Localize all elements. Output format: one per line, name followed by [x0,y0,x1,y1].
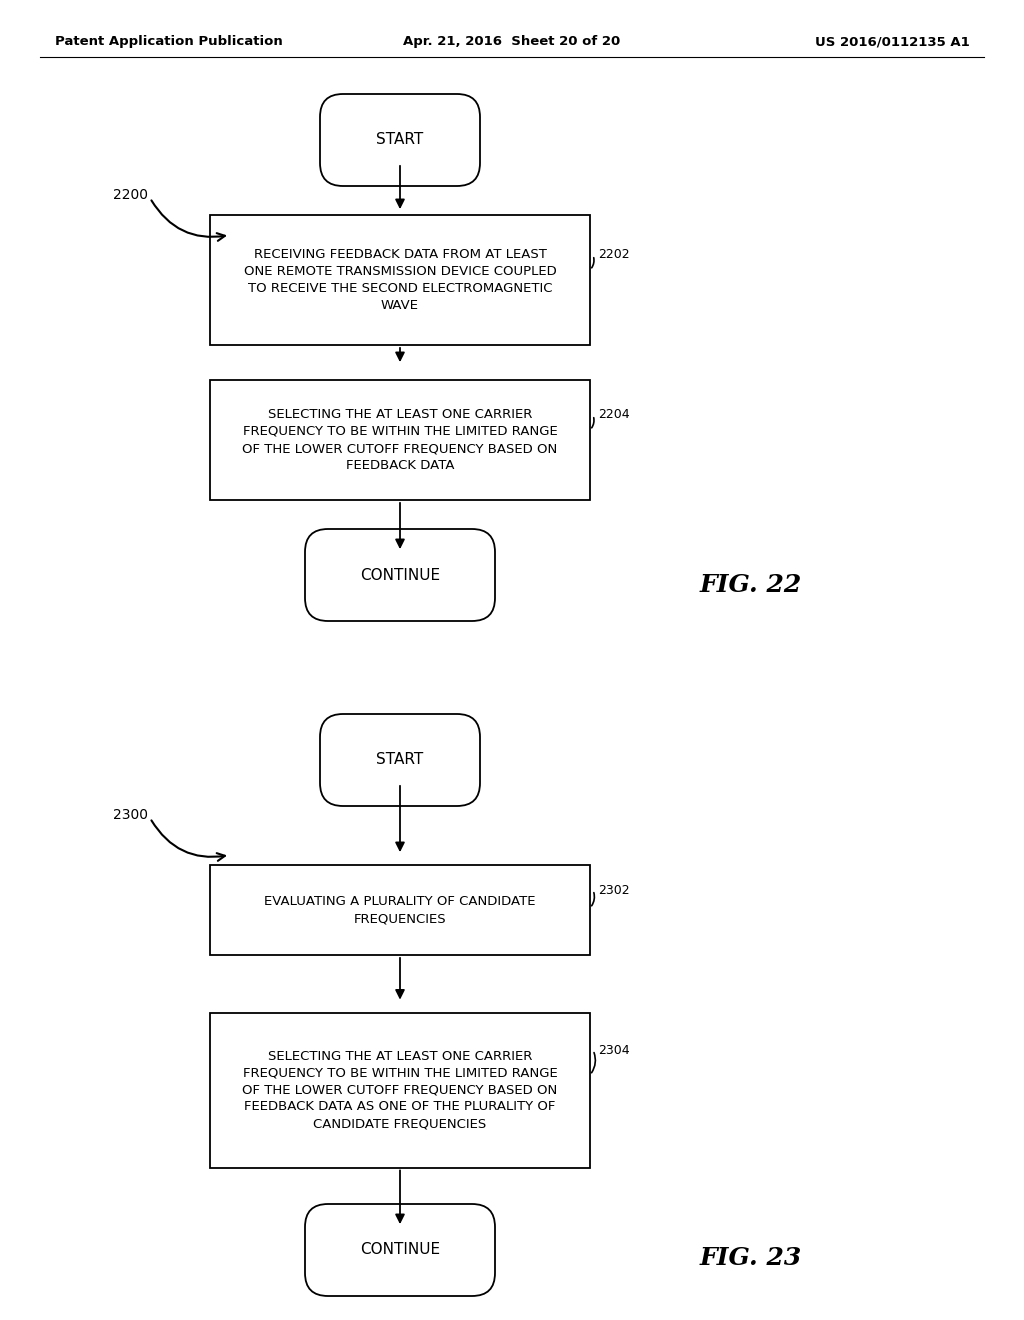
Text: 2304: 2304 [598,1044,630,1056]
Text: 2300: 2300 [113,808,148,822]
FancyBboxPatch shape [319,714,480,807]
FancyBboxPatch shape [319,94,480,186]
Text: Patent Application Publication: Patent Application Publication [55,36,283,49]
Text: 2202: 2202 [598,248,630,261]
Text: CONTINUE: CONTINUE [360,1242,440,1258]
Text: 2204: 2204 [598,408,630,421]
Text: EVALUATING A PLURALITY OF CANDIDATE
FREQUENCIES: EVALUATING A PLURALITY OF CANDIDATE FREQ… [264,895,536,925]
Text: 2200: 2200 [113,187,148,202]
Bar [210,865,590,954]
FancyBboxPatch shape [305,529,495,620]
FancyBboxPatch shape [305,1204,495,1296]
Text: SELECTING THE AT LEAST ONE CARRIER
FREQUENCY TO BE WITHIN THE LIMITED RANGE
OF T: SELECTING THE AT LEAST ONE CARRIER FREQU… [243,1049,558,1130]
Bar [210,380,590,500]
Text: FIG. 23: FIG. 23 [700,1246,802,1270]
Bar [210,215,590,345]
Text: 2302: 2302 [598,883,630,896]
Text: START: START [377,132,424,148]
Text: SELECTING THE AT LEAST ONE CARRIER
FREQUENCY TO BE WITHIN THE LIMITED RANGE
OF T: SELECTING THE AT LEAST ONE CARRIER FREQU… [243,408,558,473]
Text: Apr. 21, 2016  Sheet 20 of 20: Apr. 21, 2016 Sheet 20 of 20 [403,36,621,49]
Bar [210,1012,590,1167]
Text: US 2016/0112135 A1: US 2016/0112135 A1 [815,36,970,49]
Text: CONTINUE: CONTINUE [360,568,440,582]
Text: RECEIVING FEEDBACK DATA FROM AT LEAST
ONE REMOTE TRANSMISSION DEVICE COUPLED
TO : RECEIVING FEEDBACK DATA FROM AT LEAST ON… [244,248,556,312]
Text: START: START [377,752,424,767]
Text: FIG. 22: FIG. 22 [700,573,802,597]
